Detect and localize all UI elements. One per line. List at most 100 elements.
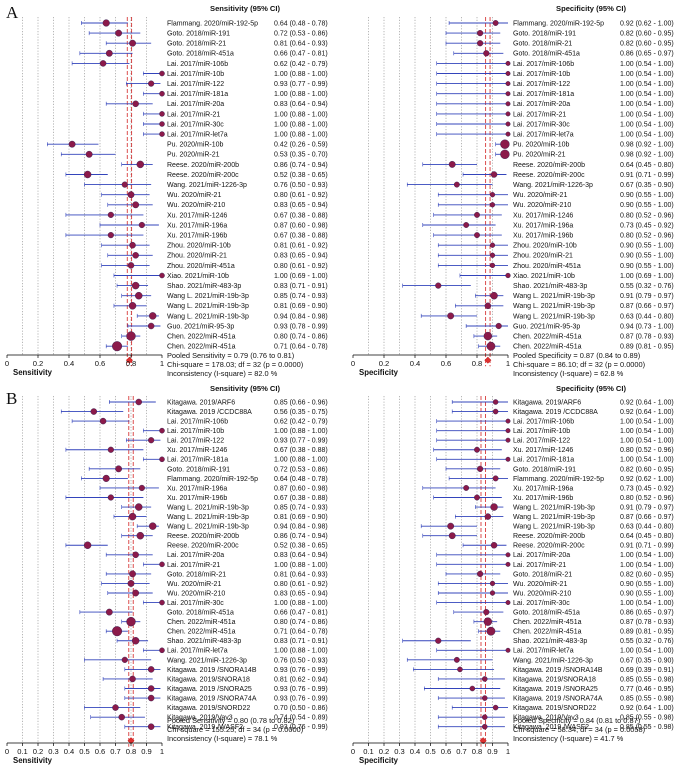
study-row: Xu. 2017/miR-196a 0.87 (0.60 - 0.98)	[99, 484, 328, 492]
point-estimate	[159, 131, 165, 137]
study-row: Kitagawa. 2019/Vav3 0.85 (0.55 - 0.98)	[437, 714, 674, 722]
study-label: Chen. 2022/miR-451a	[167, 344, 236, 351]
point-estimate	[121, 181, 128, 188]
study-label: Lai. 2017/miR-20a	[513, 552, 570, 559]
study-row: Lai. 2017/miR-let7a 1.00 (0.54 - 1.00)	[436, 132, 674, 139]
point-estimate	[147, 723, 155, 730]
study-row: Lai. 2017/miR-10b 1.00 (0.88 - 1.00)	[143, 70, 328, 78]
point-estimate	[148, 437, 155, 444]
study-value: 0.85 (0.74 - 0.93)	[274, 504, 328, 511]
study-label: Reese. 2020/miR-200b	[167, 533, 239, 540]
x-tick-label: 1	[506, 747, 510, 756]
study-row: Kitagawa. 2019 /SNORA25 0.93 (0.76 - 0.99…	[124, 685, 328, 693]
study-row: Pu. 2020/miR-21 0.53 (0.35 - 0.70)	[60, 150, 328, 159]
study-label: Wang L. 2021/miR-19b-3p	[513, 524, 595, 531]
study-row: Wang L. 2021/miR-19b-3p 0.63 (0.44 - 0.80…	[420, 522, 674, 531]
study-row: Reese. 2020/miR-200b 0.64 (0.45 - 0.80)	[422, 160, 674, 169]
point-estimate	[457, 666, 463, 673]
study-row: Lai. 2017/miR-122 0.93 (0.77 - 0.99)	[126, 80, 328, 88]
study-row: Lai. 2017/miR-181a 1.00 (0.54 - 1.00)	[436, 457, 674, 464]
point-estimate	[492, 704, 499, 711]
point-estimate	[469, 685, 476, 692]
study-label: Goto. 2018/miR-451a	[167, 610, 234, 617]
study-label: Goto. 2018/miR-21	[513, 571, 572, 578]
x-tick-label: 0.6	[441, 747, 452, 756]
study-label: Wu. 2020/miR-21	[167, 192, 221, 199]
study-value: 0.80 (0.52 - 0.96)	[620, 212, 674, 219]
study-value: 0.90 (0.55 - 1.00)	[620, 581, 674, 588]
study-value: 0.69 (0.39 - 0.91)	[620, 667, 674, 674]
study-row: Shao. 2021/miR-483-3p 0.55 (0.32 - 0.76)	[402, 282, 674, 290]
study-row: Zhou. 2020/miR-451a 0.80 (0.61 - 0.92)	[101, 262, 328, 270]
study-label: Kitagawa. 2019 /SNORA14B	[513, 667, 603, 674]
study-label: Shao. 2021/miR-483-3p	[513, 638, 587, 645]
point-estimate	[132, 252, 139, 259]
study-row: Kitagawa. 2019/SNORA18 0.85 (0.55 - 0.98)	[437, 676, 674, 683]
study-value: 0.55 (0.32 - 0.76)	[620, 283, 674, 290]
study-label: Zhou. 2020/miR-10b	[513, 243, 577, 250]
forest-b-specificity: Specificity (95% CI) Kitagawa. 2019/ARF6 0…	[351, 384, 674, 765]
study-row: Xu. 2017/miR-196a 0.73 (0.45 - 0.92)	[422, 222, 674, 229]
study-value: 0.82 (0.60 - 0.95)	[620, 466, 674, 473]
study-value: 0.42 (0.26 - 0.59)	[274, 142, 328, 149]
point-estimate	[68, 140, 76, 148]
x-tick-label: 0.4	[64, 359, 75, 368]
study-row: Shao. 2021/miR-483-3p 0.55 (0.32 - 0.76)	[402, 637, 674, 645]
study-row: Kitagawa. 2019 /SNORA14B 0.93 (0.76 - 0.9…	[124, 666, 328, 674]
study-value: 0.92 (0.64 - 1.00)	[620, 409, 674, 416]
study-row: Wu. 2020/miR-21 0.80 (0.61 - 0.92)	[101, 191, 328, 199]
point-estimate	[128, 512, 137, 521]
study-label: Xu. 2017/miR-1246	[167, 212, 227, 219]
point-estimate	[112, 341, 123, 352]
point-estimate	[105, 49, 113, 57]
study-row: Lai. 2017/miR-10b 1.00 (0.88 - 1.00)	[143, 427, 328, 435]
study-row: Lai. 2017/miR-21 1.00 (0.54 - 1.00)	[436, 111, 674, 118]
study-row: Goto. 2018/miR-21 0.81 (0.64 - 0.93)	[105, 39, 328, 48]
point-estimate	[490, 291, 498, 300]
study-label: Kitagawa. 2019 /CCDC88A	[167, 409, 252, 416]
study-row: Kitagawa. 2019 /SNORA25 0.77 (0.46 - 0.95…	[423, 685, 674, 693]
study-row: Xu. 2017/miR-196a 0.87 (0.60 - 0.98)	[99, 221, 328, 229]
study-value: 0.81 (0.62 - 0.94)	[274, 676, 328, 683]
study-label: Reese. 2020/miR-200c	[167, 172, 239, 179]
study-label: Lai. 2017/miR-122	[167, 81, 224, 88]
point-estimate	[159, 456, 165, 463]
study-row: Lai. 2017/miR-106b 1.00 (0.54 - 1.00)	[436, 61, 674, 68]
study-label: Lai. 2017/miR-30c	[167, 600, 224, 607]
study-row: Reese. 2020/miR-200b 0.86 (0.74 - 0.94)	[121, 531, 328, 540]
study-value: 0.90 (0.55 - 1.00)	[620, 263, 674, 270]
study-row: Lai. 2017/miR-122 1.00 (0.54 - 1.00)	[436, 81, 674, 88]
study-row: Lai. 2017/miR-20a 0.83 (0.64 - 0.94)	[105, 551, 328, 559]
study-value: 0.72 (0.53 - 0.86)	[274, 466, 328, 473]
study-label: Wang L. 2021/miR-19b-3p	[513, 514, 595, 521]
study-label: Xu. 2017/miR-196b	[167, 495, 227, 502]
point-estimate	[505, 600, 511, 605]
study-row: Wang. 2021/miR-1226-3p 0.76 (0.50 - 0.93)	[84, 181, 328, 189]
study-label: Xu. 2017/miR-196a	[167, 485, 227, 492]
study-value: 0.85 (0.55 - 0.98)	[620, 724, 674, 731]
study-row: Kitagawa. 2019 /SNORA74A 0.85 (0.55 - 0.9…	[437, 695, 674, 702]
study-value: 0.86 (0.74 - 0.94)	[274, 162, 328, 169]
study-label: Xiao. 2021/miR-10b	[513, 273, 575, 280]
study-row: Goto. 2018/miR-191 0.82 (0.60 - 0.95)	[445, 465, 674, 473]
point-estimate	[489, 242, 496, 248]
study-row: Wang L. 2021/miR-19b-3p 0.81 (0.69 - 0.90…	[113, 512, 328, 521]
study-row: Kitagawa. 2019 /WASF2 0.93 (0.76 - 0.99)	[124, 723, 328, 731]
study-label: Lai. 2017/miR-106b	[167, 61, 228, 68]
study-label: Kitagawa. 2019 /SNORA25	[167, 686, 252, 693]
point-estimate	[112, 626, 123, 637]
study-label: Shao. 2021/miR-483-3p	[513, 283, 587, 290]
point-estimate	[127, 191, 135, 199]
study-row: Goto. 2018/miR-451a 0.66 (0.47 - 0.81)	[79, 49, 328, 58]
point-estimate	[136, 531, 145, 540]
study-label: Flammang. 2020/miR-192-5p	[167, 476, 258, 483]
point-estimate	[505, 111, 511, 117]
study-label: Wu. 2020/miR-21	[167, 581, 221, 588]
point-estimate	[159, 427, 165, 434]
point-estimate	[148, 522, 157, 530]
study-label: Reese. 2020/miR-200c	[513, 543, 585, 550]
study-value: 0.82 (0.60 - 0.95)	[620, 31, 674, 38]
study-row: Kitagawa. 2019 /CCDC88A 0.92 (0.64 - 1.00…	[451, 408, 674, 416]
study-label: Wang L. 2021/miR-19b-3p	[513, 504, 595, 511]
